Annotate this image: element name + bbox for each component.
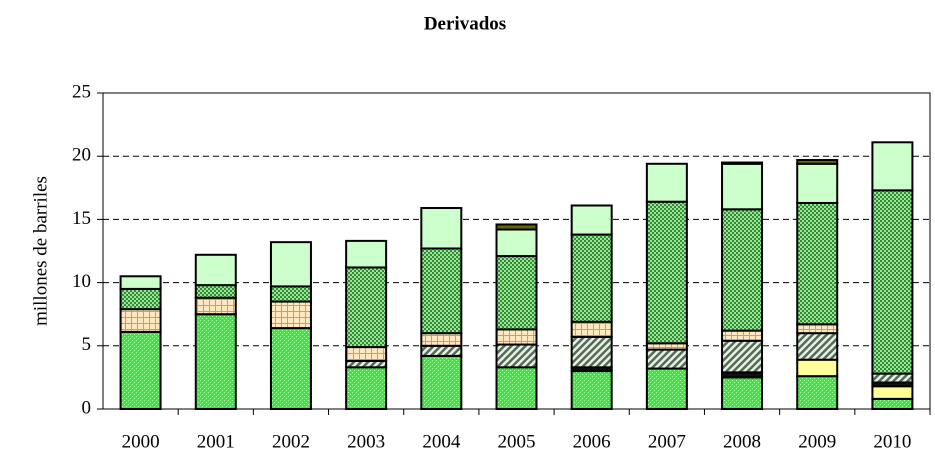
x-tick-label: 2004 [422, 431, 461, 452]
y-tick-label: 5 [82, 334, 92, 355]
bar-segment [269, 300, 312, 330]
bar-segment [495, 223, 538, 231]
bar-segment [871, 372, 914, 384]
y-tick-label: 25 [72, 81, 91, 102]
y-tick-label: 15 [72, 208, 91, 229]
bar-segment [645, 367, 688, 410]
bar-segment [796, 323, 839, 335]
bar-segment [119, 330, 162, 410]
bar-segment [871, 141, 914, 192]
bar-segment [645, 348, 688, 370]
bar-segment [420, 332, 463, 347]
bar-segment [269, 327, 312, 411]
bar-segment [721, 208, 764, 332]
x-tick-label: 2010 [873, 431, 911, 452]
bar-segment [796, 162, 839, 204]
bar-segment [645, 200, 688, 345]
bar-segment [721, 339, 764, 374]
bar-segment [645, 162, 688, 203]
bar-segment [796, 375, 839, 410]
bar-segment [721, 329, 764, 342]
x-tick-label: 2002 [272, 431, 310, 452]
bar-segment [345, 239, 388, 269]
bar-segment [570, 335, 613, 369]
bar-segment [570, 204, 613, 236]
bar-segment [194, 284, 237, 299]
x-tick-label: 2006 [573, 431, 611, 452]
bar-segment [119, 275, 162, 290]
bar-segment [269, 241, 312, 288]
bar-segment [871, 397, 914, 411]
bar-segment [420, 247, 463, 335]
x-tick-label: 2007 [648, 431, 686, 452]
bar-segment [570, 370, 613, 410]
bar-segment [721, 162, 764, 211]
bar-segment [570, 233, 613, 323]
bar-segment [420, 344, 463, 357]
bar-segment [345, 346, 388, 362]
x-tick-label: 2008 [723, 431, 761, 452]
x-tick-label: 2000 [122, 431, 160, 452]
y-tick-label: 20 [72, 145, 91, 166]
bar-segment [119, 308, 162, 333]
bar-segment [119, 287, 162, 311]
bar-segment [796, 358, 839, 378]
x-tick-label: 2005 [498, 431, 536, 452]
y-tick-label: 0 [82, 397, 92, 418]
bar-segment [570, 320, 613, 338]
bar-segment [345, 266, 388, 349]
bar-segment [796, 158, 839, 165]
bar-segment [269, 285, 312, 303]
y-tick-label: 10 [72, 271, 91, 292]
x-tick-label: 2001 [197, 431, 235, 452]
bar-segment [796, 332, 839, 361]
bar-segment [495, 343, 538, 369]
bar-segment [194, 296, 237, 316]
chart-title: Derivados [424, 13, 506, 34]
bar-segment [194, 313, 237, 411]
bar-segment [796, 201, 839, 326]
bar-segment [495, 328, 538, 346]
y-axis-label: millones de barriles [30, 176, 51, 326]
bar-segment [345, 366, 388, 410]
bar-segment [495, 228, 538, 258]
bar-segment [194, 253, 237, 287]
bar-segment [871, 189, 914, 375]
bar-segment [721, 376, 764, 410]
bar-segment [871, 385, 914, 400]
bar-segment [420, 354, 463, 410]
bar-segment [420, 207, 463, 250]
bar-segment [495, 255, 538, 331]
bar-segment [721, 161, 764, 165]
bar-segment [495, 366, 538, 410]
x-tick-label: 2009 [798, 431, 836, 452]
x-tick-label: 2003 [347, 431, 385, 452]
